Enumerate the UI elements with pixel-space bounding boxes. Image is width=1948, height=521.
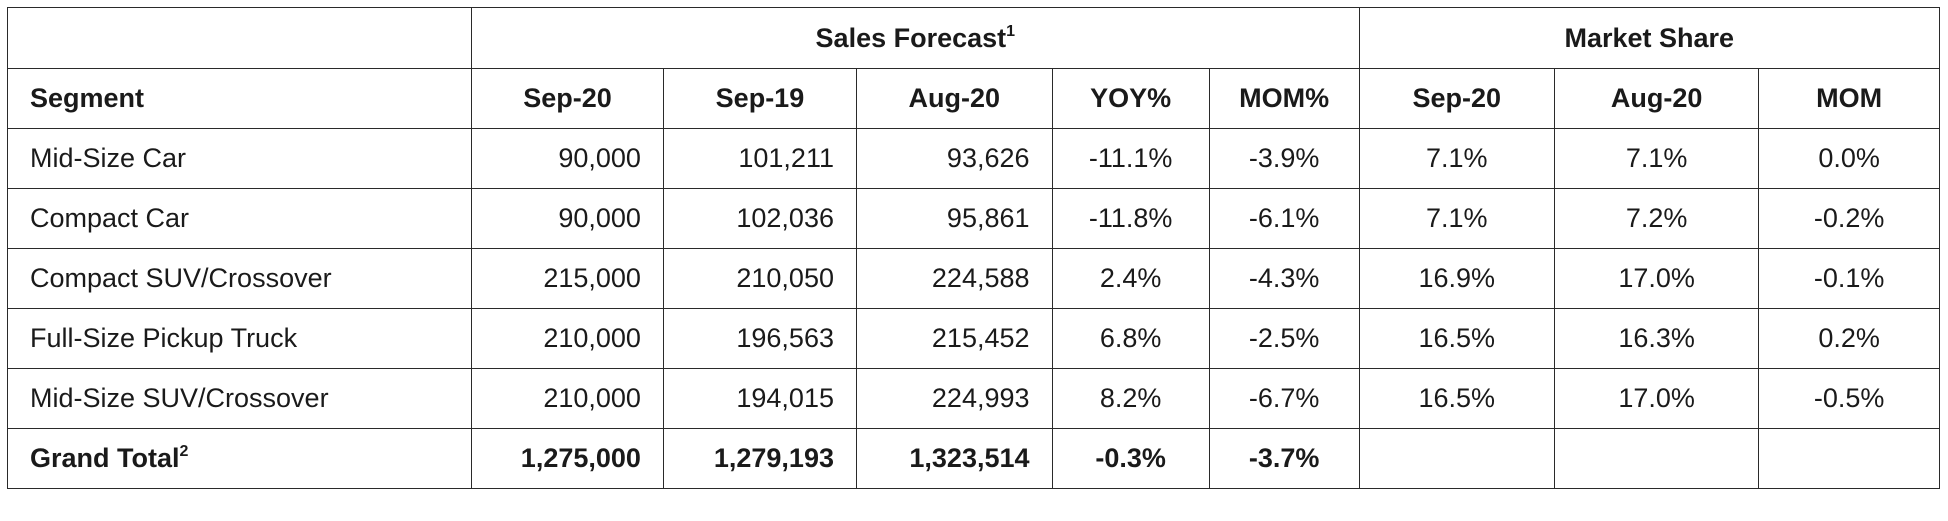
segment-cell: Mid-Size Car	[6, 128, 473, 189]
total-cell: 1,323,514	[855, 428, 1053, 489]
column-header: Sep-20	[471, 68, 664, 129]
column-header: Sep-19	[662, 68, 857, 129]
data-cell: 7.1%	[1358, 128, 1556, 189]
total-cell: -3.7%	[1208, 428, 1360, 489]
column-header: YOY%	[1051, 68, 1210, 129]
data-cell: 196,563	[662, 308, 857, 369]
data-cell: -0.5%	[1758, 368, 1940, 429]
data-cell: 215,452	[855, 308, 1053, 369]
total-cell: 1,279,193	[662, 428, 857, 489]
data-cell: 210,000	[471, 308, 664, 369]
data-cell: 210,050	[662, 248, 857, 309]
data-cell: 2.4%	[1051, 248, 1210, 309]
grand-total-footnote-mark: 2	[179, 443, 189, 460]
data-cell: 95,861	[855, 188, 1053, 249]
segment-cell: Full-Size Pickup Truck	[6, 308, 473, 369]
data-cell: 224,993	[855, 368, 1053, 429]
data-cell: 7.1%	[1554, 128, 1760, 189]
data-cell: 0.0%	[1758, 128, 1940, 189]
table-row: Full-Size Pickup Truck 210,000 196,563 2…	[6, 308, 1940, 369]
data-cell: 224,588	[855, 248, 1053, 309]
empty-total-cell	[1554, 428, 1760, 489]
column-header: MOM%	[1208, 68, 1360, 129]
table-row: Compact SUV/Crossover 215,000 210,050 22…	[6, 248, 1940, 309]
data-cell: -11.8%	[1051, 188, 1210, 249]
sales-forecast-group-header: Sales Forecast1	[471, 7, 1360, 69]
data-cell: -0.2%	[1758, 188, 1940, 249]
data-cell: 17.0%	[1554, 248, 1760, 309]
sales-forecast-table: Sales Forecast1 Market Share Segment Sep…	[6, 7, 1941, 489]
data-cell: 16.5%	[1358, 308, 1556, 369]
data-cell: -2.5%	[1208, 308, 1360, 369]
column-header: Aug-20	[855, 68, 1053, 129]
column-header: Sep-20	[1358, 68, 1556, 129]
table-row: Mid-Size SUV/Crossover 210,000 194,015 2…	[6, 368, 1940, 429]
data-cell: -11.1%	[1051, 128, 1210, 189]
data-cell: 215,000	[471, 248, 664, 309]
segment-column-header: Segment	[6, 68, 473, 129]
data-cell: 16.9%	[1358, 248, 1556, 309]
segment-cell: Mid-Size SUV/Crossover	[6, 368, 473, 429]
sales-forecast-title: Sales Forecast	[815, 22, 1007, 53]
data-cell: 7.2%	[1554, 188, 1760, 249]
segment-cell: Compact SUV/Crossover	[6, 248, 473, 309]
data-cell: -3.9%	[1208, 128, 1360, 189]
empty-total-cell	[1358, 428, 1556, 489]
data-cell: 17.0%	[1554, 368, 1760, 429]
table-row: Mid-Size Car 90,000 101,211 93,626 -11.1…	[6, 128, 1940, 189]
grand-total-label-cell: Grand Total2	[6, 428, 473, 489]
data-cell: 194,015	[662, 368, 857, 429]
data-cell: -6.7%	[1208, 368, 1360, 429]
column-header: Aug-20	[1554, 68, 1760, 129]
empty-total-cell	[1758, 428, 1940, 489]
forecast-table-container: Sales Forecast1 Market Share Segment Sep…	[6, 7, 1941, 489]
data-cell: 102,036	[662, 188, 857, 249]
group-header-row: Sales Forecast1 Market Share	[6, 7, 1941, 69]
column-header: MOM	[1758, 68, 1940, 129]
segment-cell: Compact Car	[6, 188, 473, 249]
data-cell: -0.1%	[1758, 248, 1940, 309]
data-cell: 0.2%	[1758, 308, 1940, 369]
sales-forecast-footnote-mark: 1	[1006, 22, 1016, 40]
grand-total-row: Grand Total2 1,275,000 1,279,193 1,323,5…	[6, 428, 1940, 489]
total-cell: 1,275,000	[471, 428, 664, 489]
blank-header-cell	[6, 7, 473, 69]
data-cell: 101,211	[662, 128, 857, 189]
data-cell: 90,000	[471, 128, 664, 189]
table-row: Compact Car 90,000 102,036 95,861 -11.8%…	[6, 188, 1940, 249]
data-cell: 7.1%	[1358, 188, 1556, 249]
data-cell: -4.3%	[1208, 248, 1360, 309]
data-cell: 93,626	[855, 128, 1053, 189]
data-cell: 8.2%	[1051, 368, 1210, 429]
data-cell: 210,000	[471, 368, 664, 429]
market-share-group-header: Market Share	[1358, 7, 1941, 69]
data-cell: 90,000	[471, 188, 664, 249]
column-header-row: Segment Sep-20 Sep-19 Aug-20 YOY% MOM% S…	[6, 68, 1940, 129]
data-cell: 6.8%	[1051, 308, 1210, 369]
data-cell: 16.5%	[1358, 368, 1556, 429]
grand-total-label: Grand Total	[30, 443, 180, 473]
data-cell: 16.3%	[1554, 308, 1760, 369]
total-cell: -0.3%	[1051, 428, 1210, 489]
data-cell: -6.1%	[1208, 188, 1360, 249]
